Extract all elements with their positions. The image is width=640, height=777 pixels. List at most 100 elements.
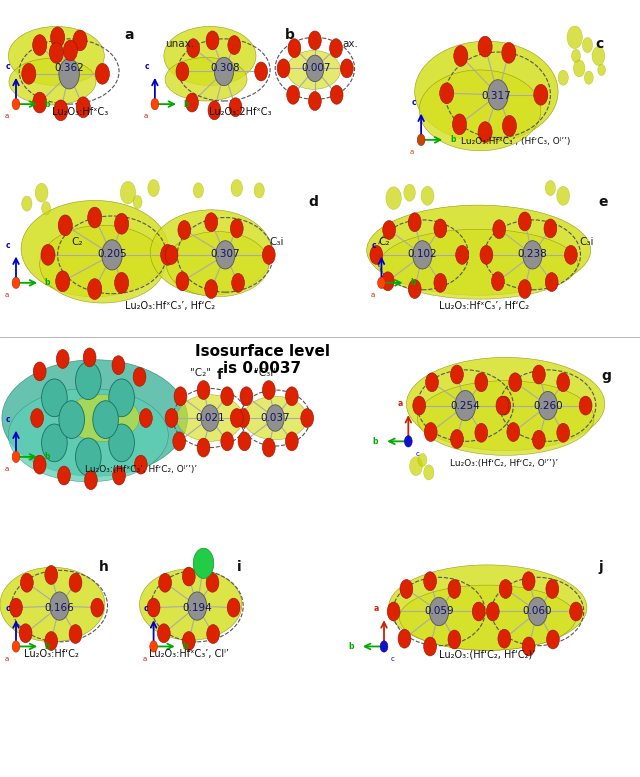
Ellipse shape [387,602,400,621]
Text: a: a [371,292,374,298]
Ellipse shape [413,396,426,415]
Ellipse shape [404,184,415,201]
Text: "C₂": "C₂" [190,368,211,378]
Text: Lu₂O₃:HfˣC₃’, (HfʻC₃, Oᴵ’’): Lu₂O₃:HfˣC₃’, (HfʻC₃, Oᴵ’’) [461,137,570,146]
Ellipse shape [419,70,541,151]
Text: a: a [5,113,9,120]
Text: Lu₂O₃:HfʻC₂: Lu₂O₃:HfʻC₂ [24,650,79,659]
Ellipse shape [115,214,129,234]
Ellipse shape [448,630,461,649]
Ellipse shape [507,423,520,441]
Ellipse shape [59,59,79,89]
Ellipse shape [208,101,221,120]
Text: f: f [216,368,222,382]
Text: C₂: C₂ [378,238,390,247]
Text: g: g [602,369,611,383]
Ellipse shape [558,70,568,85]
Text: c: c [6,241,11,250]
Ellipse shape [523,241,542,269]
Ellipse shape [193,183,204,198]
Text: 0.059: 0.059 [424,607,454,616]
Ellipse shape [570,602,582,621]
Text: a: a [398,399,403,409]
Ellipse shape [115,273,129,293]
Text: 0.254: 0.254 [451,401,480,410]
Text: b: b [410,278,416,287]
Text: Lu₂O₃:(HfʻC₂, HfʻC₂)’: Lu₂O₃:(HfʻC₂, HfʻC₂)’ [440,650,536,659]
Text: 0.060: 0.060 [523,607,552,616]
Ellipse shape [417,134,425,145]
Text: c: c [411,98,416,107]
Ellipse shape [478,122,492,142]
Ellipse shape [557,186,570,205]
Ellipse shape [20,573,33,592]
Ellipse shape [285,387,298,406]
Ellipse shape [573,60,585,77]
Text: a: a [5,292,9,298]
Ellipse shape [398,629,411,648]
Ellipse shape [150,210,272,295]
Ellipse shape [229,98,242,117]
Ellipse shape [330,85,343,104]
Ellipse shape [451,365,463,384]
Text: 0.007: 0.007 [301,64,331,73]
Text: Lu₂O₃:HfˣC₃’, Clᴵ’: Lu₂O₃:HfˣC₃’, Clᴵ’ [148,650,229,659]
Ellipse shape [182,567,195,586]
Ellipse shape [518,280,531,298]
Ellipse shape [22,196,32,211]
Ellipse shape [262,438,275,457]
Ellipse shape [522,637,535,656]
Ellipse shape [65,395,140,441]
Ellipse shape [165,409,178,427]
Ellipse shape [544,219,557,238]
Ellipse shape [12,277,20,288]
Ellipse shape [582,37,593,53]
Text: 0.166: 0.166 [45,603,74,612]
Ellipse shape [84,471,97,490]
Ellipse shape [381,272,394,291]
Text: a: a [143,656,147,662]
Text: c: c [145,62,150,71]
Ellipse shape [408,213,421,232]
Ellipse shape [410,457,422,476]
Ellipse shape [76,438,101,476]
Ellipse shape [579,396,592,415]
Ellipse shape [455,391,476,420]
Ellipse shape [408,280,421,298]
Ellipse shape [188,592,207,620]
Ellipse shape [509,373,522,392]
Ellipse shape [178,221,191,239]
Ellipse shape [383,221,396,239]
Ellipse shape [35,183,48,202]
Ellipse shape [45,566,58,584]
Ellipse shape [8,26,104,85]
Ellipse shape [166,232,269,297]
Text: 0.238: 0.238 [518,249,547,259]
Text: a: a [5,656,9,662]
Ellipse shape [45,632,58,650]
Text: unax.: unax. [164,39,194,48]
Text: b: b [45,452,51,462]
Ellipse shape [424,465,434,480]
Ellipse shape [83,348,96,367]
Text: Lu₂O₃:(HfˣC₃’, HfʻC₂, Oᴵ’’)’: Lu₂O₃:(HfˣC₃’, HfʻC₂, Oᴵ’’)’ [84,465,197,474]
Ellipse shape [545,273,558,291]
Ellipse shape [197,438,210,457]
Text: i: i [237,560,241,574]
Text: Lu₂O₃:(HfʻC₂, HfʻC₂, Oᴵ’’)’: Lu₂O₃:(HfʻC₂, HfʻC₂, Oᴵ’’)’ [451,459,558,469]
Ellipse shape [480,246,493,264]
Ellipse shape [413,241,432,269]
Ellipse shape [42,379,67,416]
Text: 0.317: 0.317 [481,92,511,101]
Ellipse shape [475,423,488,442]
Ellipse shape [10,598,22,617]
Text: Isosurface level
is 0.0037: Isosurface level is 0.0037 [195,343,330,376]
Ellipse shape [63,40,77,61]
Ellipse shape [12,451,20,462]
Ellipse shape [388,565,587,650]
Ellipse shape [502,116,516,136]
Text: b: b [450,135,456,145]
Ellipse shape [230,219,243,238]
Ellipse shape [488,80,508,110]
Ellipse shape [404,436,412,447]
